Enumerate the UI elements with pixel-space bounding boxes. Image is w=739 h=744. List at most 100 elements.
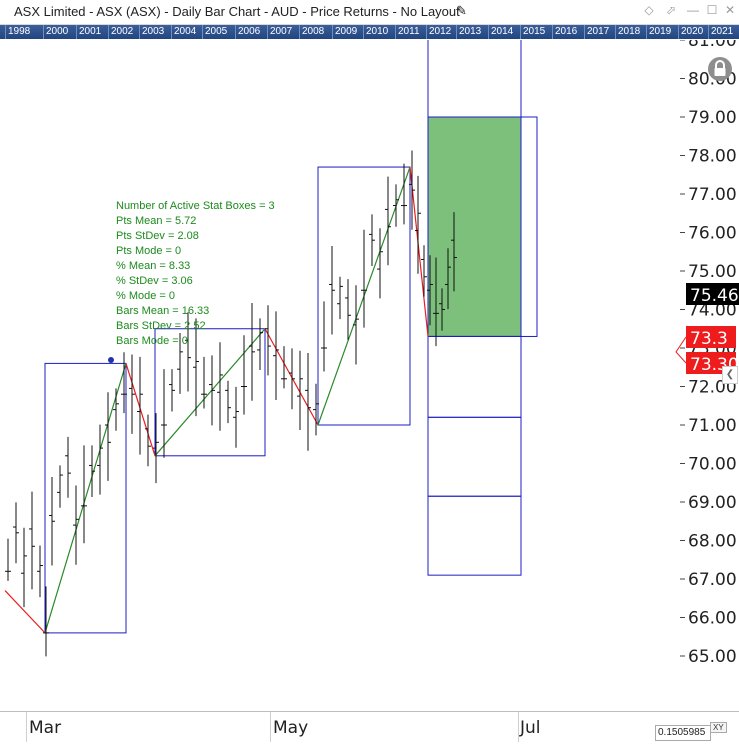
month-gridline xyxy=(26,712,27,742)
chevron-left-icon[interactable]: ❮ xyxy=(722,366,738,384)
price-bar xyxy=(225,380,231,424)
price-bar xyxy=(445,248,451,310)
price-bar xyxy=(433,257,439,347)
stat-box[interactable] xyxy=(154,328,266,457)
projection-target-zone[interactable] xyxy=(428,117,521,337)
last-price-marker[interactable]: 75.46 xyxy=(686,283,739,306)
month-label-jul: Jul xyxy=(520,718,541,738)
price-bar xyxy=(265,305,271,376)
year-label[interactable]: 2005 xyxy=(205,26,228,37)
price-bar xyxy=(13,502,19,564)
year-label[interactable]: 2003 xyxy=(142,26,165,37)
svg-text:73.3: 73.3 xyxy=(690,329,728,349)
close-button[interactable]: ✕ xyxy=(724,3,736,17)
maximize-button[interactable]: ☐ xyxy=(706,3,718,17)
price-tick-label: 66.00 xyxy=(688,609,737,629)
year-divider xyxy=(395,25,396,39)
stats-anchor-point[interactable] xyxy=(108,357,114,363)
price-tick-label: 78.00 xyxy=(688,147,737,167)
year-label[interactable]: 1998 xyxy=(8,26,31,37)
year-divider xyxy=(267,25,268,39)
projection-band[interactable] xyxy=(427,335,522,418)
stat-line: Bars Mean = 16.33 xyxy=(116,305,209,317)
year-label[interactable]: 2002 xyxy=(111,26,134,37)
xy-toggle-button[interactable]: XY xyxy=(710,722,727,733)
marker-connector xyxy=(675,336,687,364)
zigzag-segment[interactable] xyxy=(44,363,127,634)
year-label[interactable]: 2013 xyxy=(459,26,482,37)
year-label[interactable]: 2019 xyxy=(649,26,672,37)
price-tick-label: 79.00 xyxy=(688,108,737,128)
year-divider xyxy=(552,25,553,39)
month-label-may: May xyxy=(273,718,309,738)
year-label[interactable]: 2021 xyxy=(711,26,734,37)
year-divider xyxy=(43,25,44,39)
year-divider xyxy=(5,25,6,39)
float-window-button[interactable]: ◇ xyxy=(644,3,654,17)
projection-band[interactable] xyxy=(427,416,522,497)
price-bar xyxy=(297,350,303,431)
year-label[interactable]: 2020 xyxy=(681,26,704,37)
price-bar xyxy=(121,352,127,414)
year-label[interactable]: 2004 xyxy=(174,26,197,37)
year-divider xyxy=(139,25,140,39)
projection-band[interactable] xyxy=(427,495,522,576)
stat-line: Bars Mode = 0 xyxy=(116,335,188,347)
year-label[interactable]: 2018 xyxy=(618,26,641,37)
price-bar xyxy=(377,228,383,299)
stat-box[interactable] xyxy=(44,362,127,634)
year-navigation-strip[interactable]: 1998 2000 2001 2002 2003 2004 2005 2006 2007 2008… xyxy=(0,25,739,39)
year-label[interactable]: 2016 xyxy=(555,26,578,37)
year-label[interactable]: 2014 xyxy=(491,26,514,37)
year-label[interactable]: 2010 xyxy=(366,26,389,37)
price-bar xyxy=(421,245,427,297)
year-label[interactable]: 2006 xyxy=(238,26,261,37)
link-window-button[interactable]: ⬀ xyxy=(665,3,677,17)
price-chart[interactable]: Number of Active Stat Boxes = 3 Pts Mean … xyxy=(0,40,739,711)
year-divider xyxy=(171,25,172,39)
year-divider xyxy=(615,25,616,39)
zigzag-segment[interactable] xyxy=(4,590,46,634)
year-label[interactable]: 2015 xyxy=(523,26,546,37)
lock-icon[interactable] xyxy=(708,57,732,86)
price-tick-label: 69.00 xyxy=(688,493,737,513)
price-tick-label: 68.00 xyxy=(688,532,737,552)
price-bar xyxy=(361,229,367,328)
price-bar xyxy=(29,491,35,590)
price-tick-label: 75.00 xyxy=(688,262,737,282)
price-bar xyxy=(217,342,223,431)
year-divider xyxy=(299,25,300,39)
window-title: ASX Limited - ASX (ASX) - Daily Bar Char… xyxy=(14,4,460,19)
year-divider xyxy=(678,25,679,39)
year-label[interactable]: 2017 xyxy=(587,26,610,37)
price-bar xyxy=(321,301,327,372)
price-bar xyxy=(233,386,239,448)
price-bar xyxy=(451,212,457,292)
year-label[interactable]: 2008 xyxy=(302,26,325,37)
month-label-mar: Mar xyxy=(29,718,62,738)
pencil-icon[interactable]: ✎ xyxy=(456,3,467,18)
price-bar xyxy=(169,369,175,412)
year-label[interactable]: 2011 xyxy=(398,26,420,37)
price-bar xyxy=(345,279,351,340)
year-label[interactable]: 2007 xyxy=(270,26,293,37)
zigzag-segment[interactable] xyxy=(409,166,429,337)
price-marker-a[interactable]: 73.3 xyxy=(686,326,736,349)
price-bar xyxy=(57,465,63,508)
projection-band[interactable] xyxy=(427,40,522,118)
price-bar xyxy=(257,318,263,370)
zigzag-segment[interactable] xyxy=(154,328,266,457)
year-label[interactable]: 2001 xyxy=(79,26,102,37)
price-tick-label: 65.00 xyxy=(688,647,737,667)
price-bar xyxy=(241,335,247,415)
price-bar xyxy=(129,354,135,434)
stat-box[interactable] xyxy=(317,166,411,426)
year-label[interactable]: 2009 xyxy=(335,26,358,37)
time-axis[interactable]: Mar May Jul 0.1505985 XY xyxy=(0,711,739,744)
year-label[interactable]: 2012 xyxy=(429,26,452,37)
price-bar xyxy=(193,318,199,417)
year-label[interactable]: 2000 xyxy=(46,26,69,37)
minimize-button[interactable]: — xyxy=(687,3,699,17)
year-divider xyxy=(426,25,427,39)
price-bar xyxy=(73,485,79,565)
